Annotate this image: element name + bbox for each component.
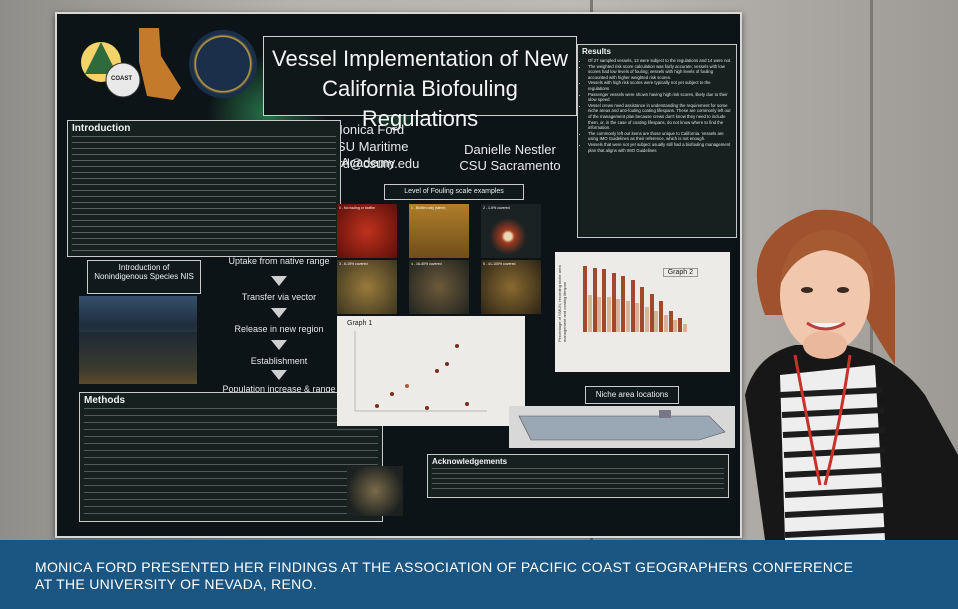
- dock-photo: [79, 332, 197, 384]
- results-item: The weighted risk score calculation was …: [588, 64, 732, 81]
- fouling-heading: Level of Fouling scale examples: [404, 188, 504, 195]
- graph2-bar: [592, 267, 597, 332]
- flow-step-3: Release in new region: [234, 324, 324, 334]
- graph2-bar: [659, 300, 663, 332]
- graph2-bar: [597, 296, 601, 332]
- fouling-photo-bottom: [347, 466, 403, 516]
- academy-seal: [189, 30, 257, 98]
- graph2-bar-area: [579, 262, 689, 332]
- fouling-thumb-2: 2 - 1-5% covered: [481, 204, 541, 258]
- graph2-bar: [621, 276, 625, 332]
- down-arrow-icon: [271, 308, 287, 318]
- graph2-ylabel: Percentage of NMUN, recording niche area…: [557, 265, 567, 342]
- graph1-label: Graph 1: [347, 320, 373, 327]
- introduction-text-lines: [68, 136, 340, 256]
- graph2-bar: [654, 310, 658, 332]
- presenter-person: [725, 195, 958, 540]
- results-item: Passenger vessels were shown having high…: [588, 92, 732, 103]
- fouling-label-3: 3 - 6-15% covered: [339, 262, 368, 266]
- fouling-label-0: 0 - No fouling or biofilm: [339, 206, 375, 210]
- photo-scene: COAST Vessel Implementation of New Calif…: [0, 0, 958, 540]
- results-item: Vessels that were not yet subject usuall…: [588, 142, 732, 153]
- methods-heading: Methods: [84, 395, 126, 406]
- graph2-bar: [602, 269, 606, 332]
- author1-affiliation: CSU Maritime Academy: [327, 139, 409, 170]
- graph2-bar: [678, 318, 682, 332]
- niche-heading-box: Niche area locations: [585, 386, 679, 404]
- results-box: Results Of 27 sampled vessels, 13 were s…: [577, 44, 737, 238]
- results-item: Vessels with high risk scores were typic…: [588, 80, 732, 91]
- fouling-heading-box: Level of Fouling scale examples: [384, 184, 524, 200]
- photo-caption-bar: MONICA FORD PRESENTED HER FINDINGS AT TH…: [0, 540, 958, 609]
- graph2-bar: [616, 299, 620, 332]
- flow-step-2: Transfer via vector: [241, 292, 317, 302]
- graph2-bar: [583, 265, 587, 332]
- research-poster: COAST Vessel Implementation of New Calif…: [55, 12, 742, 538]
- niche-heading: Niche area locations: [595, 390, 669, 399]
- author1-email: mford@csum.edu: [316, 156, 420, 171]
- methods-box: Methods: [79, 392, 383, 522]
- graph2-bar: [587, 295, 592, 332]
- nis-box: Introduction of Nonindigenous Species NI…: [87, 260, 201, 294]
- graph1-chart: Graph 1: [337, 316, 525, 426]
- graph2-bar: [663, 314, 668, 332]
- graph1-plot: [354, 331, 487, 412]
- fouling-label-2: 2 - 1-5% covered: [483, 206, 510, 210]
- graph2-bar: [635, 303, 639, 332]
- fouling-label-5: 5 - 41-100% covered: [483, 262, 516, 266]
- results-item: Vessel crews need assistance in understa…: [588, 103, 732, 131]
- graph2-chart: Graph 2 Percentage of NMUN, recording ni…: [555, 252, 730, 372]
- author2-affiliation: CSU Sacramento: [459, 158, 561, 173]
- acknowledgements-heading: Acknowledgements: [432, 457, 508, 466]
- graph2-bar: [682, 324, 687, 332]
- down-arrow-icon: [271, 276, 287, 286]
- graph2-label: Graph 2: [662, 268, 698, 277]
- fouling-thumb-3: 3 - 6-15% covered: [337, 260, 397, 314]
- fouling-thumb-1: 1 - Biofilm only (slime): [409, 204, 469, 258]
- results-list: Of 27 sampled vessels, 13 were subject t…: [578, 58, 736, 153]
- graph2-bar: [630, 279, 635, 332]
- graph2-bar: [606, 297, 611, 332]
- author2-name: Danielle Nestler: [464, 142, 556, 157]
- acknowledgements-box: Acknowledgements: [427, 454, 729, 498]
- fouling-thumb-5: 5 - 41-100% covered: [481, 260, 541, 314]
- fouling-thumb-0: 0 - No fouling or biofilm: [337, 204, 397, 258]
- niche-ship-diagram: [509, 406, 735, 448]
- fouling-label-4: 4 - 16-40% covered: [411, 262, 442, 266]
- down-arrow-icon: [271, 370, 287, 380]
- results-item: The commonly left out items are those un…: [588, 131, 732, 142]
- results-heading: Results: [582, 47, 611, 56]
- author1-name: Monica Ford: [331, 122, 405, 137]
- nis-heading: Introduction of Nonindigenous Species NI…: [94, 263, 194, 281]
- acknowledgements-text-lines: [432, 468, 724, 490]
- flow-step-1: Uptake from native range: [228, 256, 330, 266]
- results-item: Of 27 sampled vessels, 13 were subject t…: [588, 58, 732, 64]
- graph2-bar: [673, 320, 677, 332]
- graph2-bar: [625, 301, 630, 332]
- down-arrow-icon: [271, 340, 287, 350]
- flow-step-4: Establishment: [250, 356, 308, 366]
- graph2-bar: [649, 293, 654, 332]
- graph2-bar: [611, 272, 616, 332]
- introduction-box: Introduction: [67, 120, 341, 257]
- graph2-bar: [668, 311, 673, 332]
- poster-title: Vessel Implementation of New California …: [272, 46, 568, 131]
- fouling-thumb-4: 4 - 16-40% covered: [409, 260, 469, 314]
- fouling-label-1: 1 - Biofilm only (slime): [411, 206, 446, 210]
- graph2-bar: [640, 286, 644, 332]
- methods-text-lines: [84, 408, 378, 516]
- introduction-heading: Introduction: [72, 123, 131, 134]
- poster-title-box: Vessel Implementation of New California …: [263, 36, 577, 131]
- coast-logo-text: COAST: [111, 76, 132, 82]
- graph2-bar: [644, 306, 649, 332]
- photo-caption: MONICA FORD PRESENTED HER FINDINGS AT TH…: [35, 559, 854, 592]
- california-map-logo: COAST: [77, 22, 187, 104]
